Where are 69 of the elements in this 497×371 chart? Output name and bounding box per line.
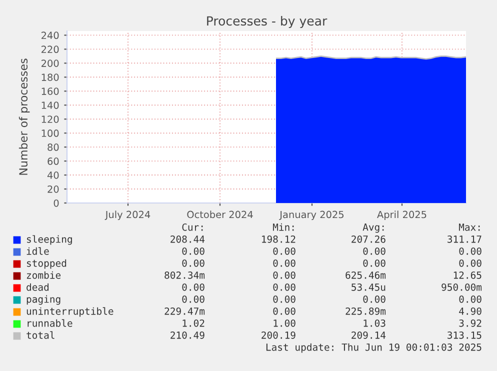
y-tick-label: 100	[42, 130, 59, 137]
legend-label: dead	[26, 283, 49, 291]
x-tick-label: January 2025	[279, 210, 344, 220]
text: 0.00	[363, 295, 386, 303]
y-tick-label: 240	[42, 32, 59, 40]
x-tick-label: July 2024	[104, 210, 150, 220]
y-tick-label: 20	[48, 185, 59, 193]
text: 229.47m	[164, 307, 205, 315]
text: 950.00m	[442, 283, 482, 291]
text: 0.00	[182, 247, 204, 255]
text: 0.00	[363, 259, 386, 267]
chart-title: Processes - by year	[207, 16, 328, 28]
text: 0.00	[459, 259, 482, 267]
legend-label: total	[26, 331, 54, 339]
text: 209.14	[352, 331, 386, 339]
y-tick-label: 120	[42, 116, 59, 123]
text: 1.03	[364, 319, 386, 327]
text: 198.12	[262, 235, 296, 243]
legend-label: runnable	[28, 319, 72, 327]
text: 200.19	[262, 331, 296, 339]
text: Max:	[458, 224, 480, 231]
text: Last update: Thu Jun 19 00:01:03 2025	[266, 343, 482, 353]
text: 208.44	[170, 235, 205, 243]
text: 0.00	[273, 247, 296, 255]
text: 53.45u	[352, 283, 386, 291]
text: 802.34m	[164, 271, 205, 279]
y-tick-label: 0	[54, 199, 59, 207]
y-tick-label: 220	[42, 46, 59, 54]
x-tick-label: October 2024	[187, 210, 253, 218]
text: 0.00	[273, 271, 296, 279]
y-tick-label: 140	[42, 102, 59, 109]
text: Cur:	[182, 223, 203, 231]
text: 0.00	[182, 283, 204, 291]
text: 0.00	[182, 259, 204, 267]
text: 225.89m	[346, 307, 386, 315]
text: 1.00	[274, 319, 296, 327]
y-tick-label: 60	[48, 158, 59, 165]
text: 313.15	[448, 331, 482, 339]
text: 1.02	[182, 319, 204, 327]
text: Min:	[272, 223, 294, 231]
text: 0.00	[273, 259, 296, 267]
y-tick-label: 180	[42, 74, 59, 81]
legend-label: uninterruptible	[26, 307, 114, 317]
y-tick-label: 80	[48, 144, 59, 151]
legend-label: idle	[26, 247, 49, 255]
legend-label: stopped	[27, 259, 66, 269]
text: 207.26	[352, 235, 386, 243]
text: 0.00	[273, 283, 296, 291]
text: 4.90	[459, 307, 482, 315]
legend-label: sleeping	[27, 235, 72, 245]
y-axis-title: Number of processes	[18, 58, 30, 175]
text: 12.65	[454, 271, 482, 279]
text: 0.00	[363, 247, 386, 255]
text: 625.46m	[346, 271, 386, 279]
text: 210.49	[170, 331, 204, 339]
text: 3.92	[459, 319, 482, 327]
text: 0.00	[273, 295, 296, 303]
y-tick-label: 200	[42, 60, 59, 67]
y-tick-label: 160	[42, 88, 59, 95]
x-tick-label: April 2025	[377, 210, 426, 220]
text: Avg:	[362, 224, 384, 233]
y-tick-label: 40	[47, 172, 59, 179]
text: 0.00	[459, 295, 482, 303]
text: 0.00	[459, 247, 482, 255]
text: 0.00	[182, 295, 204, 303]
legend-label: paging	[26, 295, 60, 305]
text: 311.17	[448, 235, 482, 243]
text: 0.00	[273, 307, 296, 315]
legend-label: zombie	[26, 271, 61, 279]
